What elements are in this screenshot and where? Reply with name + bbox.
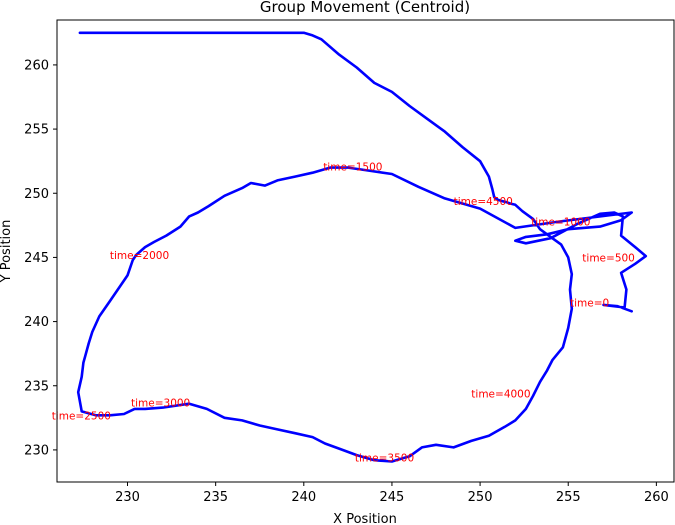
time-annotation: time=1500	[323, 161, 382, 173]
time-annotation: time=4000	[471, 388, 530, 400]
series-line-0	[76, 31, 648, 463]
annotation-layer: time=0 time=500 time=1000 time=1500 time=200…	[52, 161, 635, 464]
y-tick-label: 260	[24, 58, 49, 73]
y-tick-label: 240	[24, 315, 49, 330]
time-annotation: time=3500	[355, 453, 414, 465]
y-axis: 230 235 240 245 250 255 260	[24, 58, 57, 458]
time-annotation: time=0	[570, 297, 609, 309]
plot-frame	[56, 19, 675, 483]
time-annotation: time=2500	[52, 410, 111, 422]
y-tick-label: 255	[24, 123, 49, 138]
series-layer	[76, 31, 648, 463]
chart-title: Group Movement (Centroid)	[260, 0, 470, 16]
x-axis: 230 235 240 245 250 255 260	[115, 482, 669, 505]
time-annotation: time=500	[582, 252, 635, 264]
x-tick-label: 260	[644, 490, 669, 505]
y-tick-label: 230	[24, 443, 49, 458]
time-annotation: time=4500	[454, 196, 513, 208]
y-tick-label: 235	[24, 379, 49, 394]
time-annotation: time=1000	[531, 217, 590, 229]
y-tick-label: 250	[24, 187, 49, 202]
x-tick-label: 235	[203, 490, 228, 505]
x-axis-label: X Position	[333, 512, 397, 525]
x-tick-label: 240	[291, 490, 316, 505]
time-annotation: time=3000	[131, 397, 190, 409]
x-tick-label: 250	[468, 490, 493, 505]
x-tick-label: 255	[556, 490, 581, 505]
time-annotation: time=2000	[110, 250, 169, 262]
x-tick-label: 230	[115, 490, 140, 505]
y-tick-label: 245	[24, 251, 49, 266]
y-axis-label: Y Position	[0, 220, 14, 284]
x-tick-label: 245	[380, 490, 405, 505]
